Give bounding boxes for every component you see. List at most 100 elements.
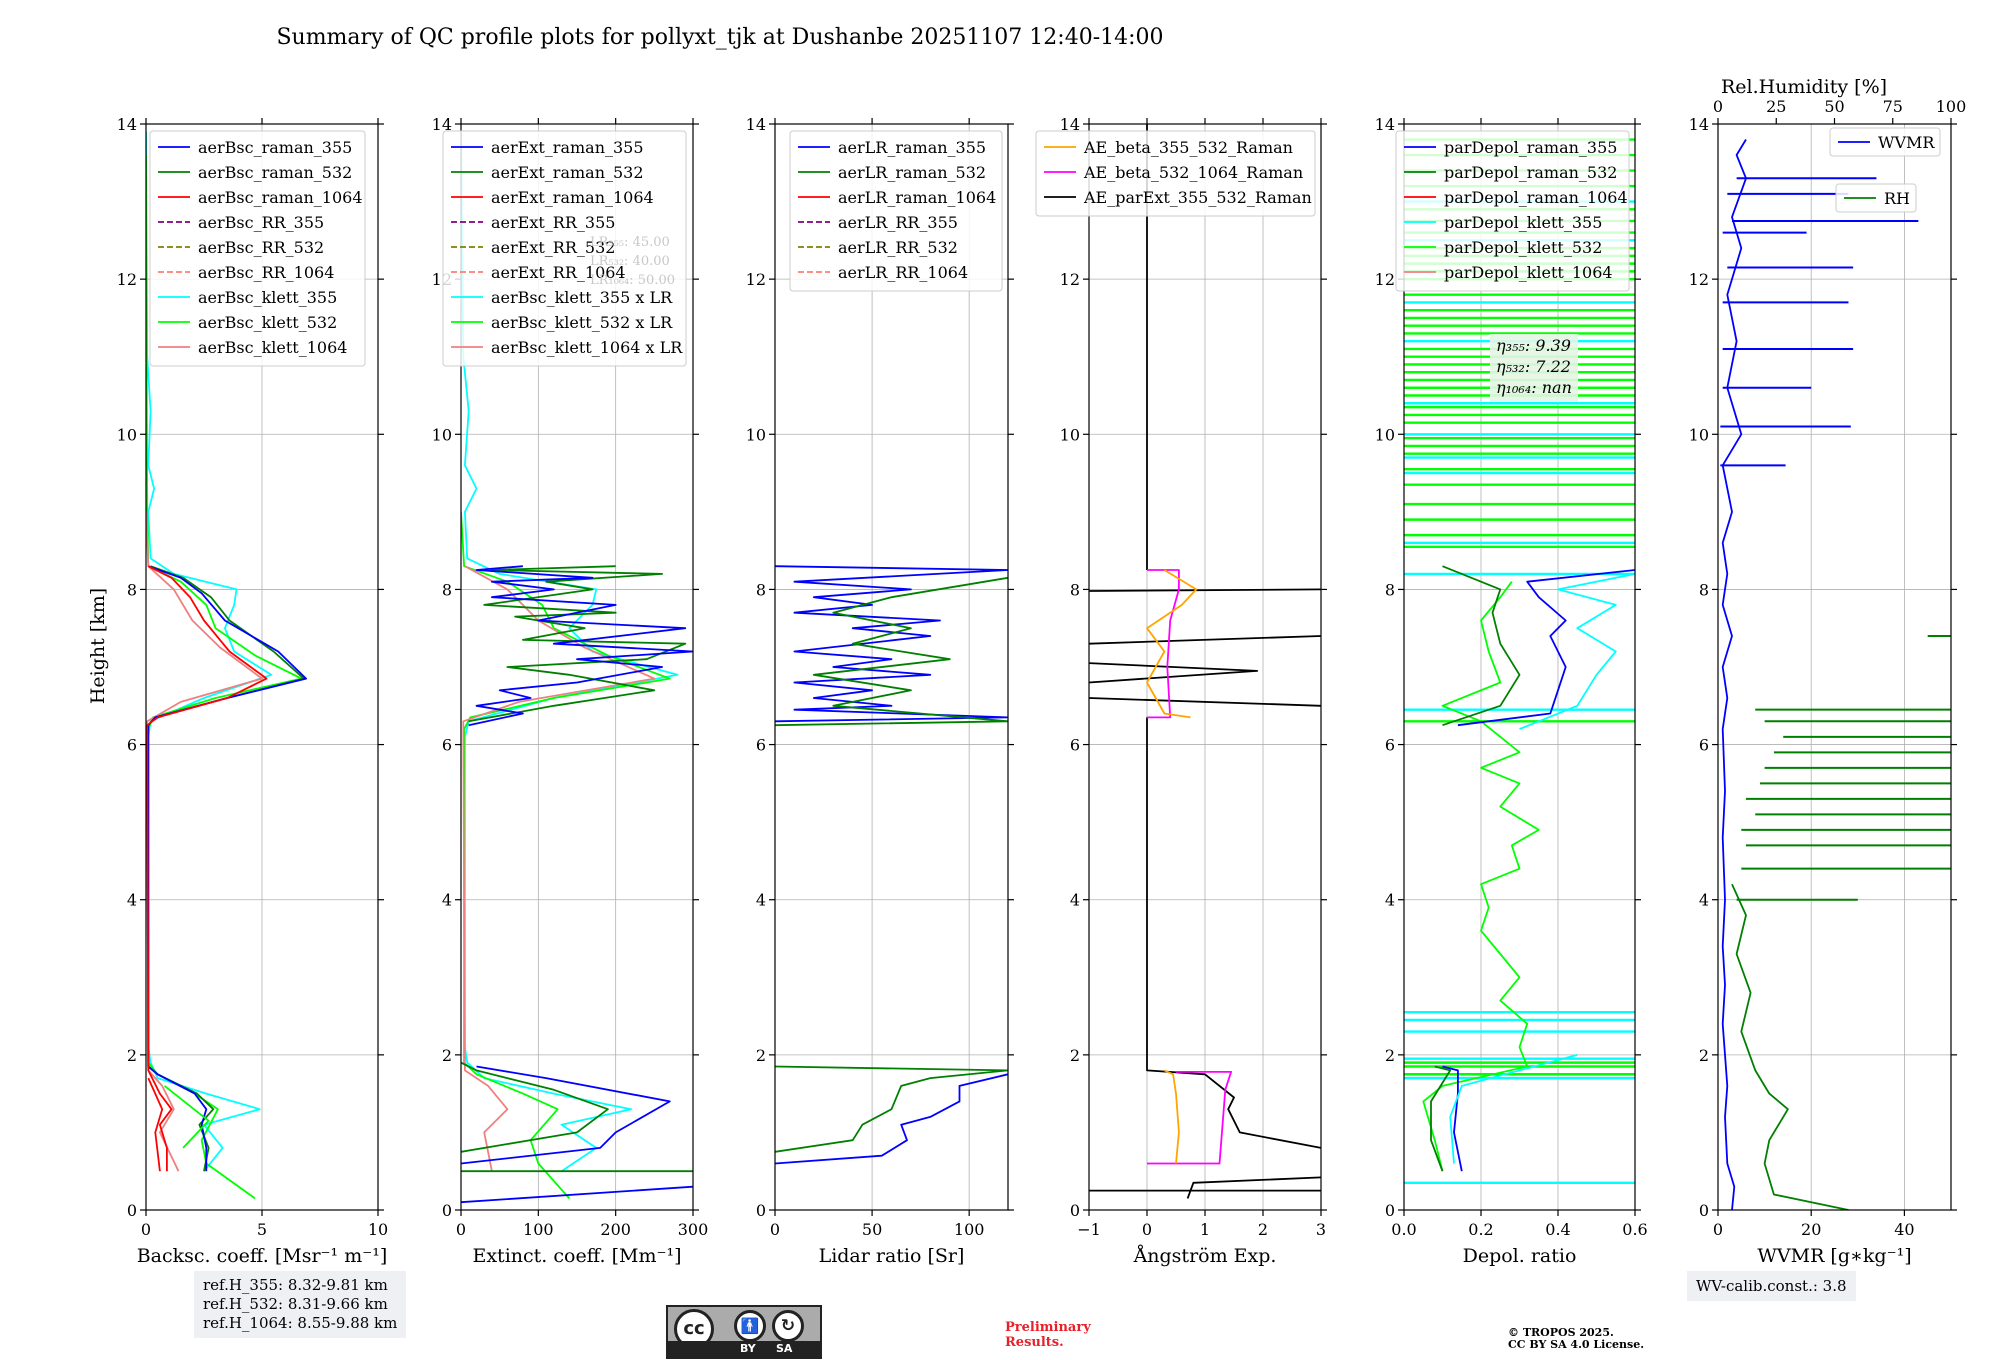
preliminary-line-1: Preliminary [1005,1320,1091,1335]
plot-area-ae [1089,124,1321,1199]
x-tick-label: 0 [1713,1220,1723,1239]
rh-axis-label: Rel.Humidity [%] [1721,76,1887,98]
rh-tick-label: 0 [1713,97,1723,116]
y-tick-label: 8 [1070,580,1080,599]
panel-lr: 0 2 4 6 8 10 12 14 0 50 100 Lidar ratio [Sr] aerLR_r… [746,115,1014,1267]
legend-label: aerBsc_klett_532 x LR [491,313,673,332]
y-tick-label: 4 [1699,891,1709,910]
series-aerbsc-klett-355 [146,131,273,1172]
axes-frame [1717,123,1952,1211]
plot-area-lr [775,565,1008,1165]
x-tick-label: 300 [678,1220,709,1239]
wv-calib-text: WV-calib.const.: 3.8 [1696,1277,1847,1295]
y-tick-label: 14 [432,115,452,134]
legend-label: aerExt_RR_532 [491,238,615,257]
panel-depol: 0 2 4 6 8 10 12 14 0.0 0.2 0.4 0.6 Depol. ratio parDe… [1375,115,1648,1267]
x-tick-label: 20 [1801,1220,1821,1239]
sa-label: SA [776,1342,793,1355]
y-tick-label: 10 [432,425,452,444]
legend-label: aerBsc_klett_532 [198,313,337,332]
series-aerext-raman-355 [461,1185,693,1204]
x-tick-label: 3 [1316,1220,1326,1239]
rh-tick-label: 100 [1936,97,1967,116]
x-tick-label: −1 [1077,1220,1101,1239]
eta-box [1490,334,1578,402]
x-tick-label: 0.0 [1391,1220,1416,1239]
x-tick-label: 2 [1258,1220,1268,1239]
series-ae-beta-532-1064-b [1147,569,1180,719]
x-tick-label: 5 [257,1220,267,1239]
y-tick-label: 0 [756,1201,766,1220]
lr-annotation: LR₁₀₆₄: 50.00 [590,273,675,288]
legend-label: aerBsc_RR_1064 [198,263,334,282]
legend-label: aerExt_RR_355 [491,213,615,232]
x-axis-label-lr: Lidar ratio [Sr] [819,1245,965,1267]
wv-calib-box: WV-calib.const.: 3.8 [1687,1271,1856,1301]
legend-label: parDepol_klett_355 [1444,213,1602,232]
series-pardepol-raman-532-b [1442,565,1521,727]
series-aerbsc-raman-1064-b [147,1077,164,1172]
series-ae-parext-c [1146,717,1321,1149]
y-tick-label: 6 [127,736,137,755]
legend-label: aerBsc_RR_532 [198,238,324,257]
y-tick-label: 0 [1070,1201,1080,1220]
series-aerbsc-raman-532 [147,565,305,1172]
y-tick-label: 14 [117,115,137,134]
x-tick-label: 0 [456,1220,466,1239]
y-tick-label: 2 [442,1046,452,1065]
figure-title: Summary of QC profile plots for pollyxt_… [276,25,1163,50]
y-tick-label: 10 [1689,425,1709,444]
legend-label: aerBsc_klett_1064 [198,338,347,357]
y-tick-label: 4 [1385,891,1395,910]
rh-tick-label: 25 [1766,97,1786,116]
rh-tick-label: 50 [1824,97,1844,116]
panel-bsc: 0 2 4 6 8 10 12 14 0 5 10 Backsc. coeff. [Msr⁻¹ m⁻¹… [117,115,389,1267]
y-tick-label: 12 [117,270,137,289]
series-aerlr-raman-532 [775,1065,1008,1153]
legend-label: aerLR_raman_355 [838,138,986,157]
series-aerext-raman-532-c [468,565,687,723]
legend-box [442,130,687,367]
lr-annotation: LR₃₅₅: 45.00 [590,235,670,250]
ref-height-355: ref.H_355: 8.32-9.81 km [203,1276,388,1294]
legend-label: aerLR_RR_532 [838,238,958,257]
y-tick-label: 12 [1689,270,1709,289]
y-tick-label: 12 [1375,270,1395,289]
x-tick-label: 200 [600,1220,631,1239]
x-tick-label: 0 [1142,1220,1152,1239]
y-tick-label: 4 [756,891,766,910]
y-tick-label: 10 [117,425,137,444]
cc-icon-text: cc [683,1318,705,1339]
legend-label: aerExt_raman_1064 [491,188,654,207]
y-tick-label: 6 [1699,736,1709,755]
by-person-icon: 🚹 [734,1310,766,1342]
y-tick-label: 10 [1375,425,1395,444]
y-tick-label: 0 [1699,1201,1709,1220]
series-pardepol-klett-532 [1422,581,1540,1172]
by-label: BY [740,1342,756,1355]
series-aerbsc-klett-532 [146,154,303,1200]
eta-annotation: η₁₀₆₄: nan [1496,378,1572,397]
series-rh [1731,883,1849,1210]
legend-label: WVMR [1878,133,1935,152]
series-ae-beta-355-532-raman [1164,1069,1180,1164]
y-tick-label: 6 [442,736,452,755]
y-tick-label: 2 [756,1046,766,1065]
y-tick-label: 2 [1699,1046,1709,1065]
y-tick-label: 4 [1070,891,1080,910]
series-aerbsc-klett-1064 [146,511,263,1172]
series-wvmr [1721,139,1747,1210]
legend-label: aerExt_raman_532 [491,163,644,182]
series-aerext-raman-355-c [468,565,693,727]
series-aerext-raman-355-b [461,1065,671,1165]
preliminary-line-2: Results. [1005,1335,1064,1350]
y-tick-label: 6 [1070,736,1080,755]
legend-label: parDepol_raman_1064 [1444,188,1628,207]
x-tick-label: 40 [1894,1220,1914,1239]
plot-area-ext [461,131,693,1204]
y-tick-label: 8 [127,580,137,599]
y-tick-label: 8 [756,580,766,599]
x-axis-label-ext: Extinct. coeff. [Mm⁻¹] [472,1245,681,1267]
